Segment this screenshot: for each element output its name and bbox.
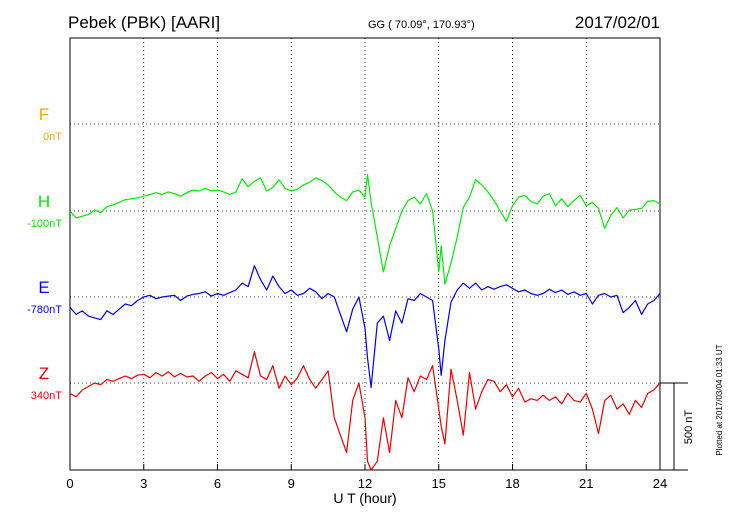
series-baseline-e: -780nT — [27, 304, 62, 316]
series-lines — [69, 173, 661, 471]
x-axis-label: U T (hour) — [333, 490, 396, 506]
x-tick-label: 24 — [653, 476, 667, 491]
grid — [70, 38, 660, 470]
series-name-e: E — [38, 278, 49, 297]
x-tick-label: 0 — [66, 476, 73, 491]
series-name-z: Z — [39, 364, 49, 383]
plotted-timestamp: Plotted at 2017/03/04 01:33 UT — [715, 344, 724, 455]
geographic-coordinates: GG ( 70.09°, 170.93°) — [368, 19, 475, 31]
x-tick-label: 3 — [140, 476, 147, 491]
x-tick-label: 6 — [214, 476, 221, 491]
x-tick-label: 12 — [358, 476, 372, 491]
station-title: Pebek (PBK) [AARI] — [68, 13, 220, 32]
series-line-e — [69, 265, 661, 389]
scale-bar-label: 500 nT — [683, 410, 695, 445]
series-name-f: F — [39, 105, 49, 124]
series-labels: F 0nT H -100nT E -780nT Z 340nT — [27, 105, 62, 402]
x-axis-ticks: 0 3 6 9 12 15 18 21 24 — [66, 464, 667, 491]
series-baseline-f: 0nT — [43, 131, 62, 143]
series-baseline-h: -100nT — [27, 218, 62, 230]
series-line-z — [69, 351, 661, 471]
x-tick-label: 15 — [432, 476, 446, 491]
x-tick-label: 21 — [579, 476, 593, 491]
plot-date: 2017/02/01 — [575, 13, 660, 32]
scale-bar — [660, 382, 688, 471]
series-baseline-z: 340nT — [31, 390, 62, 402]
x-tick-label: 9 — [288, 476, 295, 491]
series-name-h: H — [38, 192, 50, 211]
series-line-h — [69, 173, 661, 285]
x-tick-label: 18 — [505, 476, 519, 491]
